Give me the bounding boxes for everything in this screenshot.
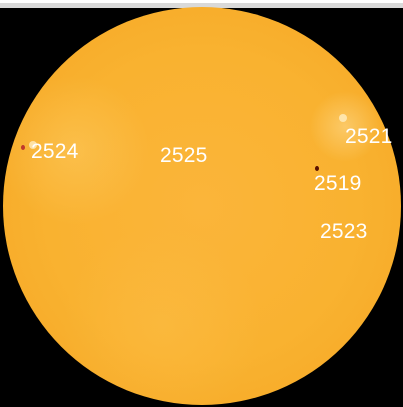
region-label-2525: 2525 xyxy=(160,144,208,167)
region-label-2519: 2519 xyxy=(314,172,362,195)
sun-disk xyxy=(3,7,401,405)
sunspot-2524 xyxy=(21,145,25,150)
region-label-2523: 2523 xyxy=(320,220,368,243)
bright-spot-2521 xyxy=(339,114,347,122)
top-border xyxy=(0,0,403,8)
sunspot-2519 xyxy=(315,166,319,171)
sun-surface-texture xyxy=(3,7,401,405)
region-label-2524: 2524 xyxy=(31,140,79,163)
region-label-2521: 2521 xyxy=(345,125,393,148)
bright-spot-2524 xyxy=(29,141,37,149)
